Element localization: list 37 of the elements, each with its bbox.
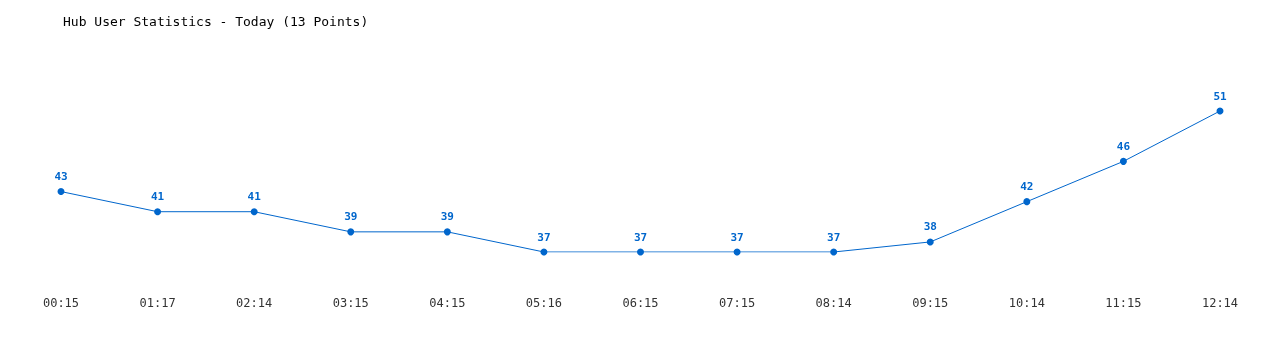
data-label: 37	[633, 230, 648, 244]
point	[443, 228, 451, 236]
data-label: 41	[150, 190, 165, 204]
x-tick-label: 02:14	[236, 296, 273, 310]
x-tick-label: 10:14	[1008, 296, 1045, 310]
x-tick-label: 07:15	[719, 296, 756, 310]
point	[57, 188, 65, 196]
data-label: 41	[247, 190, 262, 204]
x-tick-label: 05:16	[525, 296, 562, 310]
data-label: 51	[1213, 89, 1227, 103]
x-tick-label: 01:17	[139, 296, 176, 310]
point	[154, 208, 162, 216]
x-tick-label: 08:14	[815, 296, 852, 310]
point	[347, 228, 355, 236]
data-label: 46	[1116, 139, 1131, 153]
data-label: 43	[54, 170, 68, 184]
data-label: 37	[730, 230, 744, 244]
data-label: 39	[440, 210, 454, 224]
data-label: 39	[344, 210, 358, 224]
point	[250, 208, 258, 216]
point	[637, 248, 644, 256]
point	[830, 248, 838, 256]
x-tick-label: 09:15	[912, 296, 949, 310]
x-tick-label: 04:15	[429, 296, 466, 310]
x-tick-label: 03:15	[332, 296, 369, 310]
chart-title: Hub User Statistics - Today (13 Points)	[63, 14, 369, 29]
point	[1023, 198, 1031, 206]
data-label: 38	[923, 220, 937, 234]
data-label: 37	[537, 230, 551, 244]
data-label: 37	[827, 230, 841, 244]
x-tick-label: 12:14	[1201, 296, 1239, 310]
point	[1119, 157, 1127, 165]
data-label: 42	[1020, 180, 1034, 194]
x-tick-label: 06:15	[622, 296, 659, 310]
point	[926, 238, 934, 246]
x-tick-label: 11:15	[1105, 296, 1142, 310]
x-tick-label: 00:15	[42, 296, 80, 310]
